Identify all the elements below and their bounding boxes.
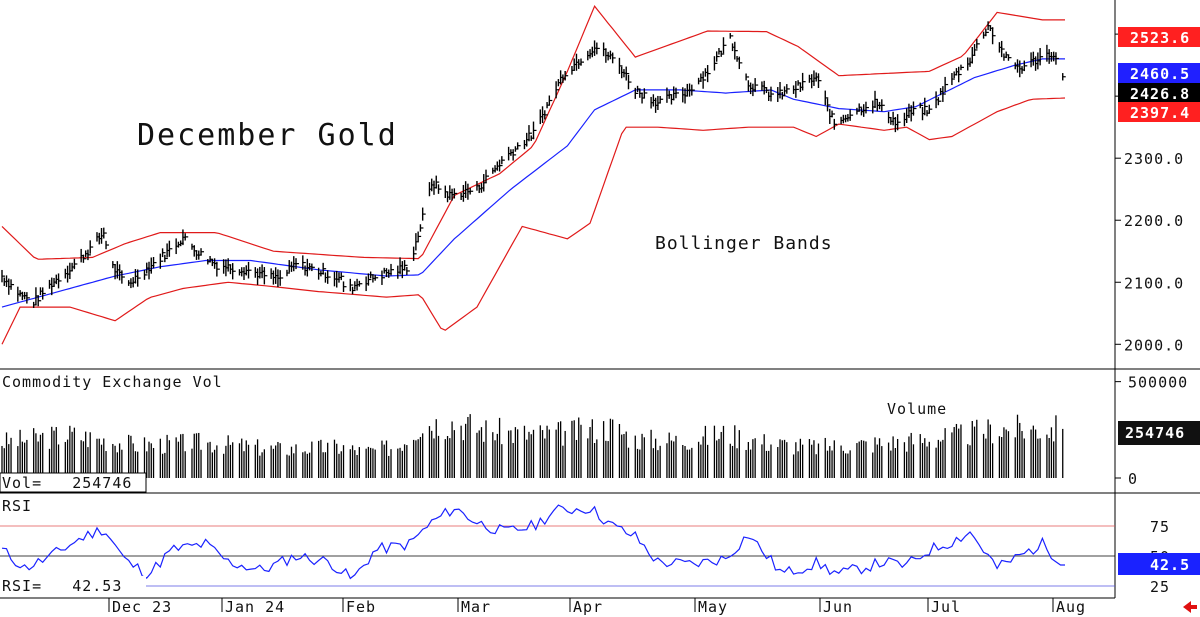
rsi-reference-lines: 755025 xyxy=(0,518,1170,596)
volume-tick-label: 500000 xyxy=(1128,374,1188,392)
lower-band xyxy=(1,97,1066,345)
rsi-current-tag-bg xyxy=(1118,553,1200,575)
rsi-readout: RSI= 42.53 xyxy=(2,577,122,595)
price-tag-close-bg xyxy=(1118,83,1200,103)
chart-title: December Gold xyxy=(137,118,398,153)
price-tag-middle: 2460.5 xyxy=(1130,65,1190,83)
volume-tick-label: 0 xyxy=(1128,470,1138,488)
month-label: Feb xyxy=(346,598,376,616)
upper-band xyxy=(1,5,1065,260)
month-label: Jul xyxy=(931,598,961,616)
price-tag-lower: 2397.4 xyxy=(1130,104,1190,122)
volume-readout-box xyxy=(0,472,147,493)
rsi-current-tag: 42.5 xyxy=(1150,556,1190,574)
price-tag-upper: 2523.6 xyxy=(1130,29,1190,47)
volume-series-label: Volume xyxy=(887,400,947,418)
volume-current-tag: 254746 xyxy=(1125,424,1185,442)
price-tick-label: 2100.0 xyxy=(1124,274,1184,292)
rsi-readout-box xyxy=(0,576,146,595)
price-tick-label: 2000.0 xyxy=(1124,336,1184,354)
price-tick-label: 2300.0 xyxy=(1124,150,1184,168)
month-label: May xyxy=(698,598,728,616)
volume-current-tag-bg xyxy=(1118,421,1200,445)
volume-axis-ticks: 500000 0 xyxy=(1115,374,1188,488)
price-tag-middle-bg xyxy=(1118,63,1200,83)
price-tick-label: 2200.0 xyxy=(1124,212,1184,230)
month-label: Mar xyxy=(461,598,491,616)
rsi-tick-label: 25 xyxy=(1150,578,1170,596)
month-label: Jan 24 xyxy=(225,598,285,616)
price-tag-lower-bg xyxy=(1118,102,1200,122)
month-axis: Dec 23 Jan 24 Feb Mar Apr May Jun Jul Aug xyxy=(108,598,1086,616)
rsi-line xyxy=(1,504,1065,580)
volume-panel-label: Commodity Exchange Vol xyxy=(2,373,223,391)
scroll-arrow-icon[interactable] xyxy=(1183,601,1197,613)
bollinger-bands xyxy=(1,5,1066,345)
month-label: Dec 23 xyxy=(112,598,172,616)
month-label: Jun xyxy=(823,598,853,616)
bollinger-annotation: Bollinger Bands xyxy=(655,233,833,254)
month-label: Aug xyxy=(1056,598,1086,616)
volume-readout: Vol= 254746 xyxy=(2,474,132,492)
month-label: Apr xyxy=(573,598,603,616)
price-tag-close: 2426.8 xyxy=(1130,85,1190,103)
price-bars xyxy=(1,21,1066,308)
rsi-tick-label: 75 xyxy=(1150,518,1170,536)
middle-band xyxy=(1,58,1065,308)
rsi-path xyxy=(1,504,1065,580)
rsi-panel-label: RSI xyxy=(2,497,32,515)
volume-bars xyxy=(1,414,1064,478)
price-tag-upper-bg xyxy=(1118,27,1200,47)
